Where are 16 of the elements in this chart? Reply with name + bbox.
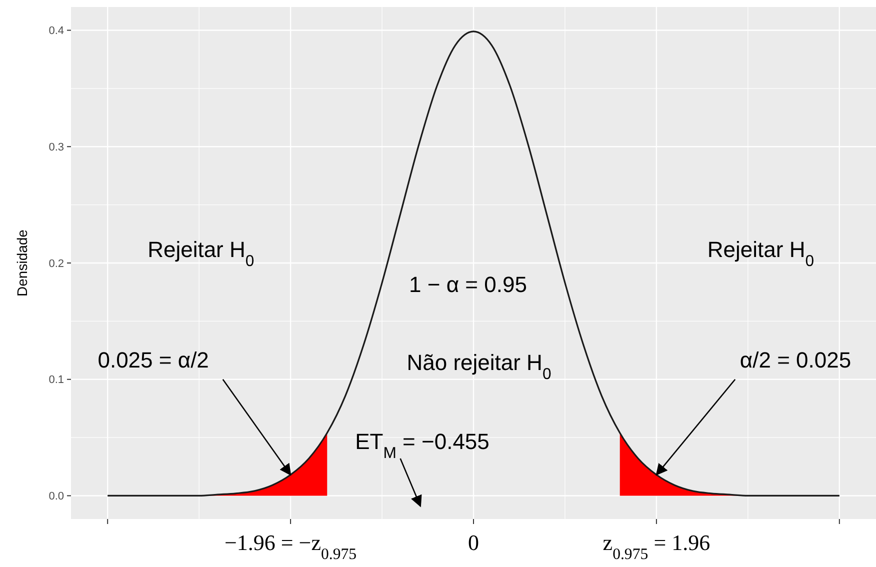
annotation: Rejeitar H$_{0}$ bbox=[707, 237, 814, 270]
annotation: 1 − α = 0.95 bbox=[409, 272, 527, 298]
y-tick-label: 0.4 bbox=[48, 25, 64, 38]
annotation: α/2 = 0.025 bbox=[740, 348, 852, 373]
y-tick-label: 0.1 bbox=[48, 374, 64, 386]
y-tick-label: 0.2 bbox=[48, 258, 64, 270]
annotation: 0.025 = α/2 bbox=[98, 348, 209, 373]
y-axis-title: Densidade bbox=[14, 229, 30, 296]
annotation: Não rejeitar H$_{0}$ bbox=[406, 350, 552, 383]
x-tick-label: 0 bbox=[468, 530, 479, 555]
y-tick-label: 0.0 bbox=[48, 490, 64, 503]
annotation: Rejeitar H$_{0}$ bbox=[148, 237, 254, 270]
x-tick-label: −1.96 = −z$_{0.975}$ bbox=[224, 530, 357, 562]
x-tick-label: z$_{0.975}$ = 1.96 bbox=[602, 530, 710, 562]
annotation: ET$_{M}$ = −0.455 bbox=[355, 429, 490, 462]
y-tick-label: 0.3 bbox=[48, 141, 64, 154]
